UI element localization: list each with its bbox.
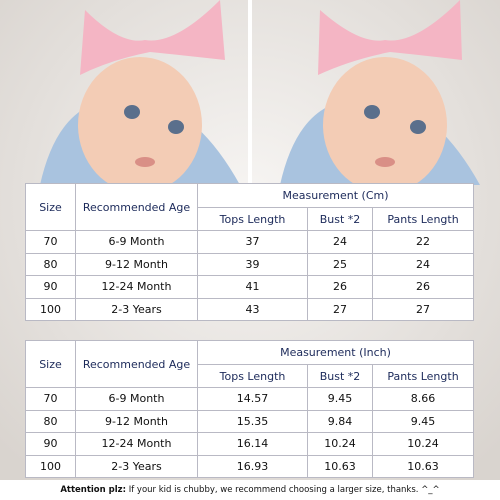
- cell: 26: [307, 275, 373, 299]
- cell: 8.66: [372, 387, 474, 411]
- header-row: Tops Length Bust *2 Pants Length: [26, 207, 475, 231]
- baby-left: [40, 0, 240, 193]
- cell: 6-9 Month: [75, 230, 198, 254]
- column-header: Size: [25, 183, 76, 231]
- column-header: Size: [25, 340, 76, 388]
- data-row: 80 9-12 Month 15.35 9.84 9.45: [25, 409, 474, 433]
- cell: 9-12 Month: [75, 252, 198, 276]
- column-header: Recommended Age: [75, 340, 198, 388]
- cell: 2-3 Years: [75, 454, 198, 478]
- cell: 15.35: [197, 409, 308, 433]
- cell: 80: [25, 252, 76, 276]
- cell: 27: [371, 297, 475, 321]
- column-header: Tops Length: [197, 207, 308, 231]
- attention-label: Attention plz:: [60, 485, 127, 495]
- cell: 9.84: [307, 409, 373, 433]
- column-header: Recommended Age: [75, 183, 198, 231]
- cell: 10.24: [307, 432, 373, 456]
- baby-right: [280, 0, 480, 193]
- data-row: 80 9-12 Month 39 25 24: [25, 252, 475, 276]
- column-header: Pants Length: [371, 207, 475, 231]
- cell: 24: [307, 230, 373, 254]
- cell: 26: [371, 275, 475, 299]
- column-header: Pants Length: [372, 364, 474, 388]
- column-header: Bust *2: [307, 207, 373, 231]
- data-row: 90 12-24 Month 16.14 10.24 10.24: [25, 432, 474, 456]
- cell: 41: [197, 275, 308, 299]
- cell: 16.93: [197, 454, 308, 478]
- cell: 25: [307, 252, 373, 276]
- header-row: Tops Length Bust *2 Pants Length: [26, 364, 474, 388]
- cell: 43: [197, 297, 308, 321]
- cell: 10.24: [372, 432, 474, 456]
- cell: 9-12 Month: [75, 409, 198, 433]
- cell: 27: [307, 297, 373, 321]
- size-table: Size Recommended Age Measurement (Inch) Top…: [25, 340, 474, 478]
- cell: 22: [371, 230, 475, 254]
- cell: 10.63: [307, 454, 373, 478]
- measurement-header: Measurement (Inch): [197, 340, 474, 365]
- data-row: 100 2-3 Years 16.93 10.63 10.63: [25, 454, 474, 478]
- cell: 70: [25, 387, 76, 411]
- cell: 9.45: [372, 409, 474, 433]
- measurement-header: Measurement (Cm): [196, 183, 475, 208]
- header-row: Size Recommended Age Measurement (Cm): [25, 183, 475, 231]
- cell: 12-24 Month: [75, 275, 198, 299]
- column-header: Tops Length: [197, 364, 308, 388]
- data-row: 70 6-9 Month 14.57 9.45 8.66: [25, 387, 474, 411]
- cell: 70: [25, 230, 76, 254]
- cell: 24: [371, 252, 475, 276]
- cell: 2-3 Years: [75, 297, 198, 321]
- cell: 9.45: [307, 387, 373, 411]
- cell: 6-9 Month: [75, 387, 198, 411]
- cell: 100: [25, 454, 76, 478]
- attention-text: If your kid is chubby, we recommend choo…: [128, 485, 440, 495]
- cell: 16.14: [197, 432, 308, 456]
- cell: 14.57: [197, 387, 308, 411]
- cell: 100: [25, 297, 76, 321]
- cell: 90: [25, 432, 76, 456]
- cell: 90: [25, 275, 76, 299]
- cell: 80: [25, 409, 76, 433]
- attention: Attention plz: If your kid is chubby, we…: [0, 480, 500, 500]
- data-row: 90 12-24 Month 41 26 26: [25, 275, 475, 299]
- cell: 37: [197, 230, 308, 254]
- size-table: Size Recommended Age Measurement (Cm) Tops …: [25, 183, 475, 321]
- data-row: 100 2-3 Years 43 27 27: [25, 297, 475, 321]
- cell: 12-24 Month: [75, 432, 198, 456]
- column-header: Bust *2: [307, 364, 373, 388]
- header-row: Size Recommended Age Measurement (Inch): [25, 340, 474, 388]
- cell: 39: [197, 252, 308, 276]
- cell: 10.63: [372, 454, 474, 478]
- data-row: 70 6-9 Month 37 24 22: [25, 230, 475, 254]
